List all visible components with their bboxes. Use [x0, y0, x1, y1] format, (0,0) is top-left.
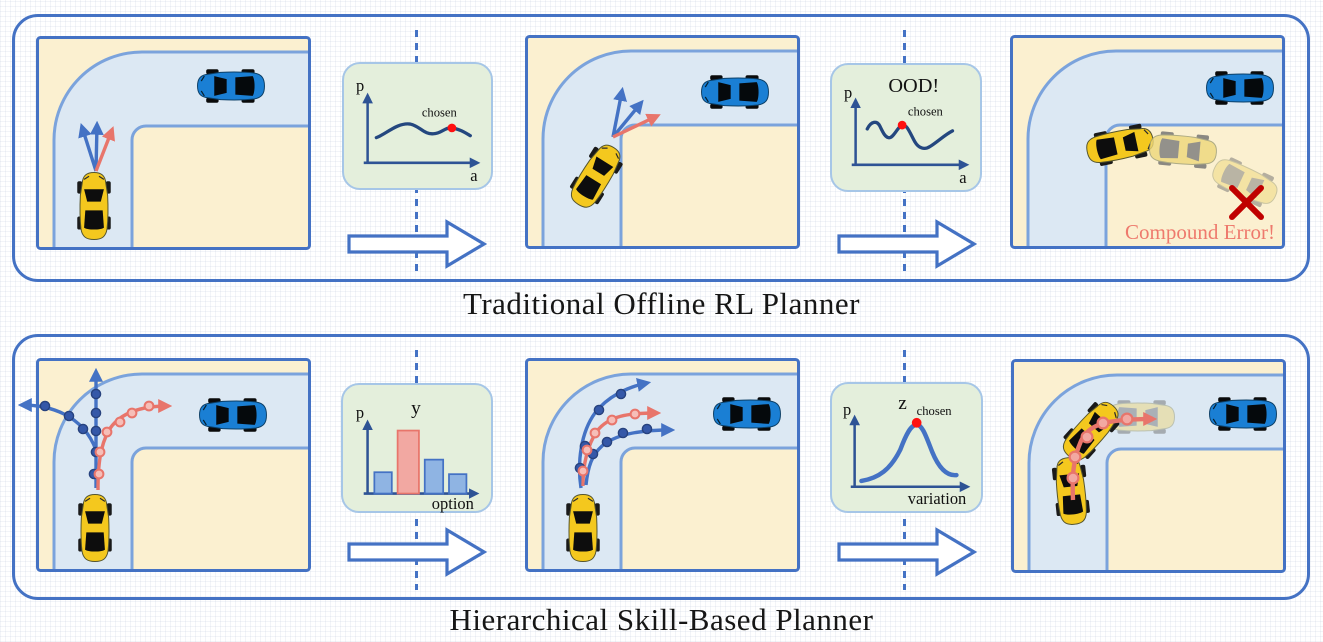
- y-axis-label: p: [843, 400, 851, 419]
- action-arrow-blue: [611, 86, 627, 138]
- waypoints-red: [1066, 412, 1134, 485]
- chosen-point: [447, 123, 457, 133]
- option-bar-chart-panel: p y option: [341, 383, 493, 513]
- x-axis-label: a: [470, 166, 478, 185]
- action-arrow-blue: [78, 122, 98, 172]
- ood-label: OOD!: [888, 75, 939, 97]
- error-cross-icon: [1229, 185, 1264, 220]
- scene-bottom-options: [17, 358, 313, 574]
- scene-bottom-execution: [1011, 359, 1288, 575]
- skill-trajectories: [574, 378, 676, 489]
- waypoints-red: [93, 400, 155, 480]
- x-axis-label: a: [959, 168, 967, 187]
- road: [525, 35, 802, 251]
- ego-car-pose-2-faded: [1147, 129, 1219, 171]
- y-axis-label: p: [356, 403, 364, 422]
- other-car: [196, 68, 266, 104]
- scene-top-midturn: [525, 35, 802, 251]
- option-bar: [423, 458, 445, 495]
- probability-curve: [374, 122, 472, 140]
- ego-car: [565, 493, 601, 563]
- axes: [850, 97, 970, 171]
- other-car: [712, 396, 782, 432]
- scene-bottom-skills: [525, 358, 802, 574]
- step-arrow: [837, 220, 976, 268]
- top-section-box: [12, 14, 1310, 282]
- x-axis-label: option: [432, 494, 474, 513]
- action-arrows: [611, 86, 661, 139]
- y-axis-label: p: [356, 76, 364, 95]
- scene-top-compound-error: Compound Error!: [1010, 35, 1287, 251]
- scene-top-start: [36, 36, 313, 252]
- chosen-label: chosen: [422, 105, 458, 119]
- option-bars: [373, 429, 468, 495]
- action-arrows: [78, 120, 115, 172]
- chosen-skill-label: z: [898, 393, 907, 414]
- ego-car: [77, 493, 113, 563]
- action-arrow-red: [612, 113, 661, 139]
- option-bar: [373, 471, 393, 495]
- x-axis-label: variation: [908, 489, 967, 508]
- action-arrow-blue: [611, 99, 644, 139]
- action-distribution-panel: p a chosen: [342, 62, 493, 190]
- bottom-section-box: [12, 334, 1310, 600]
- ego-car: [76, 171, 112, 241]
- option-bar: [448, 473, 468, 495]
- variation-distribution-panel: p z chosen variation: [830, 382, 983, 513]
- chosen-point: [911, 417, 922, 428]
- waypoints-red: [577, 408, 641, 477]
- option-bar-chosen: [396, 429, 420, 495]
- other-car: [198, 397, 268, 433]
- road: [1011, 359, 1288, 575]
- trajectory-left: [17, 398, 98, 451]
- chosen-point: [897, 120, 907, 130]
- top-section-title: Traditional Offline RL Planner: [462, 286, 860, 321]
- probability-curve: [865, 120, 955, 150]
- step-arrow: [347, 528, 486, 576]
- step-arrow: [347, 220, 486, 268]
- compound-error-label: Compound Error!: [1125, 220, 1275, 244]
- bottom-section-title: Hierarchical Skill-Based Planner: [449, 602, 874, 637]
- other-car: [700, 74, 770, 110]
- ood-distribution-panel: OOD! p a chosen: [830, 63, 982, 192]
- action-arrow-red: [94, 126, 115, 172]
- other-car: [1205, 70, 1275, 106]
- axes: [362, 92, 481, 169]
- step-arrow: [837, 528, 976, 576]
- chosen-option-label: y: [411, 398, 421, 419]
- gaussian-curve: [859, 422, 959, 484]
- option-trajectories: [17, 367, 173, 491]
- axes: [849, 414, 971, 493]
- chosen-label: chosen: [908, 104, 944, 118]
- executed-trajectory: [1066, 412, 1158, 501]
- other-car: [1208, 396, 1278, 432]
- y-axis-label: p: [844, 83, 852, 102]
- action-arrow-blue: [89, 120, 104, 172]
- chosen-label: chosen: [917, 404, 953, 418]
